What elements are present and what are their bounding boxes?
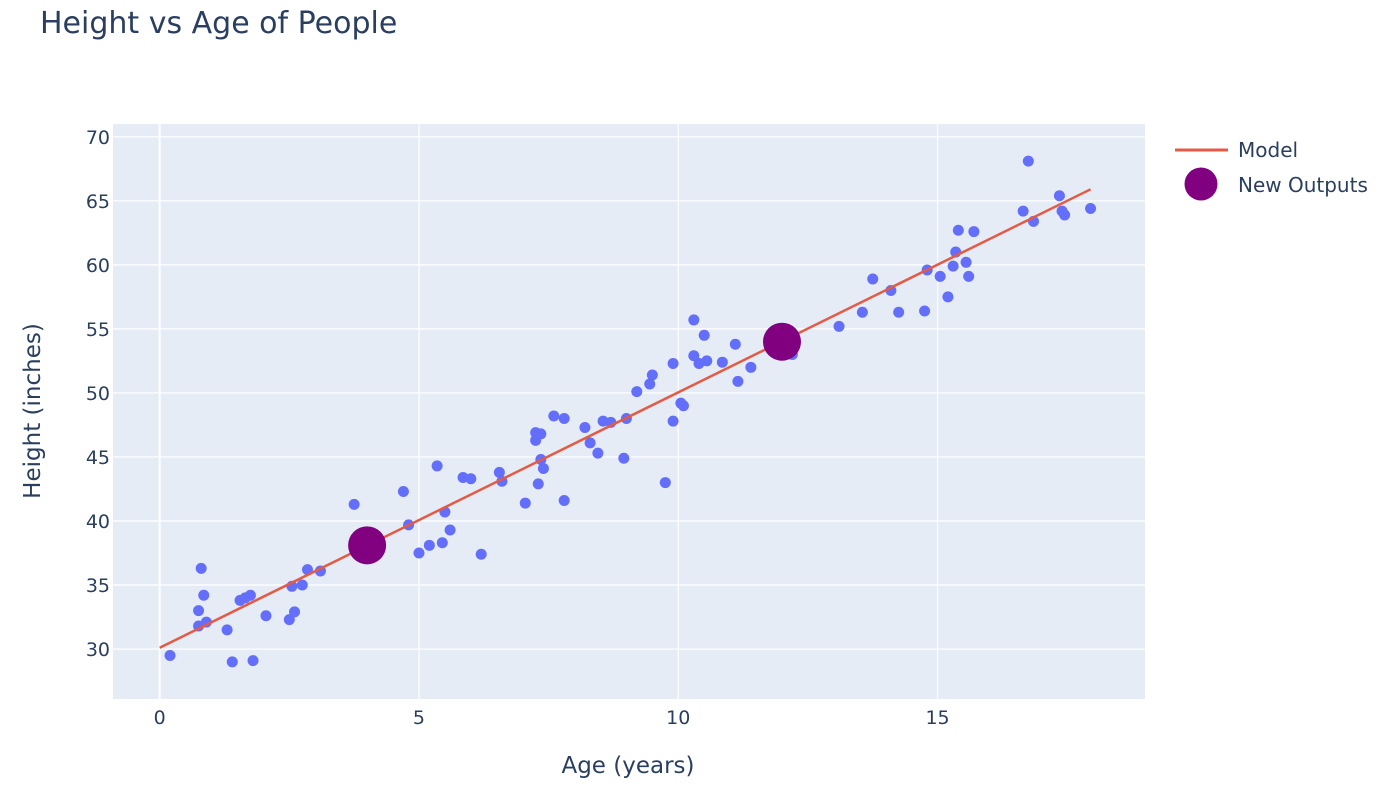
y-axis-title: Height (inches) bbox=[20, 323, 46, 499]
x-axis-title: Age (years) bbox=[561, 753, 694, 779]
tick-labels: 0 5 10 15 30 35 40 45 50 55 60 65 70 bbox=[86, 127, 950, 729]
data-point[interactable] bbox=[934, 270, 946, 282]
y-tick-label: 50 bbox=[86, 383, 110, 405]
data-point[interactable] bbox=[952, 224, 964, 236]
data-point[interactable] bbox=[579, 422, 591, 434]
data-point[interactable] bbox=[745, 361, 757, 373]
data-point[interactable] bbox=[537, 462, 549, 474]
data-point[interactable] bbox=[1053, 190, 1065, 202]
data-point[interactable] bbox=[592, 447, 604, 459]
model-line-layer bbox=[159, 188, 1092, 649]
data-point[interactable] bbox=[688, 314, 700, 326]
data-point[interactable] bbox=[413, 547, 425, 559]
data-point[interactable] bbox=[289, 606, 301, 618]
x-tick-label: 15 bbox=[925, 707, 949, 729]
data-point[interactable] bbox=[631, 386, 643, 398]
data-point[interactable] bbox=[535, 428, 547, 440]
data-point[interactable] bbox=[1059, 209, 1071, 221]
data-point[interactable] bbox=[193, 605, 205, 617]
data-point[interactable] bbox=[968, 226, 980, 238]
y-tick-label: 70 bbox=[86, 127, 110, 149]
legend-new-outputs-swatch bbox=[1184, 167, 1218, 201]
data-point[interactable] bbox=[465, 473, 477, 485]
y-tick-label: 40 bbox=[86, 511, 110, 533]
data-point[interactable] bbox=[732, 375, 744, 387]
data-point[interactable] bbox=[475, 548, 487, 560]
data-point[interactable] bbox=[893, 306, 905, 318]
data-point[interactable] bbox=[444, 524, 456, 536]
plot-area bbox=[113, 124, 1145, 699]
new-output-point[interactable] bbox=[762, 322, 801, 361]
data-point[interactable] bbox=[260, 610, 272, 622]
data-point[interactable] bbox=[164, 649, 176, 661]
data-point[interactable] bbox=[701, 355, 713, 367]
data-point[interactable] bbox=[698, 329, 710, 341]
data-point[interactable] bbox=[584, 437, 596, 449]
legend-new-outputs-label: New Outputs bbox=[1238, 173, 1368, 197]
data-point[interactable] bbox=[532, 478, 544, 490]
data-point[interactable] bbox=[942, 291, 954, 303]
data-point[interactable] bbox=[195, 562, 207, 574]
data-point[interactable] bbox=[667, 357, 679, 369]
data-point[interactable] bbox=[493, 466, 505, 478]
y-tick-label: 55 bbox=[86, 319, 110, 341]
data-point[interactable] bbox=[659, 477, 671, 489]
data-point[interactable] bbox=[716, 356, 728, 368]
chart-title: Height vs Age of People bbox=[40, 6, 397, 41]
data-point[interactable] bbox=[431, 460, 443, 472]
data-point[interactable] bbox=[677, 400, 689, 412]
data-point[interactable] bbox=[963, 270, 975, 282]
data-point[interactable] bbox=[558, 413, 570, 425]
data-point[interactable] bbox=[947, 260, 959, 272]
data-point[interactable] bbox=[618, 452, 630, 464]
data-point[interactable] bbox=[348, 498, 360, 510]
new-outputs-layer bbox=[348, 322, 801, 565]
data-point[interactable] bbox=[867, 273, 879, 285]
data-point[interactable] bbox=[397, 486, 409, 498]
data-point[interactable] bbox=[226, 656, 238, 668]
data-point[interactable] bbox=[856, 306, 868, 318]
y-tick-label: 65 bbox=[86, 191, 110, 213]
data-point[interactable] bbox=[221, 624, 233, 636]
y-tick-label: 60 bbox=[86, 255, 110, 277]
data-point[interactable] bbox=[919, 305, 931, 317]
data-point[interactable] bbox=[1022, 155, 1034, 167]
y-tick-label: 45 bbox=[86, 447, 110, 469]
data-point[interactable] bbox=[423, 539, 435, 551]
data-point[interactable] bbox=[283, 614, 295, 626]
data-point[interactable] bbox=[244, 589, 256, 601]
x-tick-label: 0 bbox=[154, 707, 166, 729]
grid bbox=[113, 124, 1145, 699]
data-point[interactable] bbox=[646, 369, 658, 381]
data-point[interactable] bbox=[729, 338, 741, 350]
y-tick-label: 30 bbox=[86, 639, 110, 661]
legend-model-label: Model bbox=[1238, 138, 1298, 162]
x-tick-label: 5 bbox=[413, 707, 425, 729]
data-point[interactable] bbox=[296, 579, 308, 591]
data-point[interactable] bbox=[833, 320, 845, 332]
legend[interactable]: Model New Outputs bbox=[1175, 138, 1368, 201]
data-point[interactable] bbox=[688, 350, 700, 362]
data-point[interactable] bbox=[960, 256, 972, 268]
data-point[interactable] bbox=[1017, 205, 1029, 217]
data-point[interactable] bbox=[644, 378, 656, 390]
data-point[interactable] bbox=[667, 415, 679, 427]
data-point[interactable] bbox=[558, 495, 570, 507]
data-point[interactable] bbox=[1085, 203, 1097, 215]
data-point[interactable] bbox=[198, 589, 210, 601]
model-line bbox=[159, 188, 1092, 649]
data-point[interactable] bbox=[247, 655, 259, 667]
data-point[interactable] bbox=[519, 497, 531, 509]
x-tick-label: 10 bbox=[666, 707, 690, 729]
data-point[interactable] bbox=[436, 537, 448, 549]
y-tick-label: 35 bbox=[86, 575, 110, 597]
data-point[interactable] bbox=[548, 410, 560, 422]
new-output-point[interactable] bbox=[348, 526, 387, 565]
